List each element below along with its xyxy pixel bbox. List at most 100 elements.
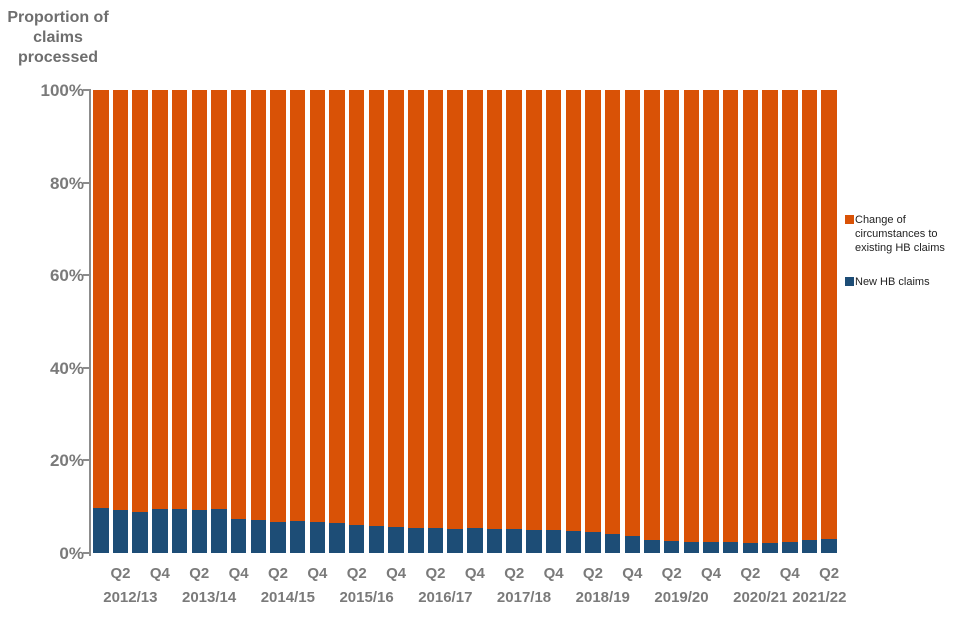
bar-2017-18-Q1 [486,90,503,553]
x-year-label-2020-21: 2020/21 [733,589,788,606]
bar-2013-14-Q2 [191,90,207,553]
bar-segment-new-hb-claims [309,522,326,553]
bar-segment-new-hb-claims [762,542,778,553]
bar-2021-22-Q1 [801,90,818,553]
bar-segment-new-hb-claims [624,536,641,553]
bar-segment-new-hb-claims [250,520,267,553]
bar-2012-13-Q1 [93,90,109,553]
x-tick-q2: Q2 [582,565,603,582]
x-year-label-2015-16: 2015/16 [339,589,394,606]
bar-2012-13-Q3 [132,90,148,553]
x-year-label-2016-17: 2016/17 [418,589,473,606]
y-tick-mark [83,181,89,184]
bar-segment-new-hb-claims [821,538,837,553]
bar-2014-15-Q3 [289,90,306,553]
bar-2015-16-Q4 [388,90,404,553]
orange-swatch-icon [845,215,854,224]
bar-segment-new-hb-claims [742,542,759,553]
y-tick-label: 60% [49,266,84,286]
x-tick-q4: Q4 [307,565,328,582]
x-tick-q4: Q4 [386,565,407,582]
x-tick-q4: Q4 [779,565,800,582]
bar-segment-new-hb-claims [683,541,700,553]
y-tick-mark [83,89,89,91]
y-axis-title: Proportion of claims processed [7,9,109,66]
y-axis-line [89,89,91,556]
x-year-label-2012-13: 2012/13 [103,589,158,606]
legend-label: New HB claims [855,276,930,288]
bar-2013-14-Q1 [171,90,188,553]
y-tick-label: 40% [49,358,84,378]
bar-2013-14-Q3 [211,90,227,553]
bar-2020-21-Q2 [742,90,759,553]
x-year-label-2017-18: 2017/18 [496,589,552,606]
x-year-label-2018-19: 2018/19 [575,589,630,606]
bar-segment-new-hb-claims [427,528,444,553]
x-tick-q4: Q4 [149,565,170,582]
bar-2019-20-Q3 [683,90,700,553]
bar-2020-21-Q3 [762,90,778,553]
x-tick-q2: Q2 [110,565,131,582]
bar-segment-new-hb-claims [270,521,286,553]
x-tick-q2: Q2 [740,565,761,582]
y-tick-mark [83,552,89,554]
bar-segment-new-hb-claims [132,512,148,553]
bar-2019-20-Q2 [663,90,680,553]
x-tick-q2: Q2 [504,565,525,582]
y-tick-label: 0% [59,544,84,563]
bar-2014-15-Q1 [250,90,267,553]
bar-2017-18-Q3 [526,90,542,553]
y-tick-label: 100% [40,81,84,100]
bar-2017-18-Q4 [545,90,562,553]
bar-segment-new-hb-claims [782,542,798,553]
bar-2015-16-Q2 [348,90,365,553]
bar-segment-new-hb-claims [93,507,109,553]
bar-2018-19-Q1 [565,90,581,553]
bar-2018-19-Q2 [585,90,601,553]
bar-2015-16-Q3 [368,90,385,553]
bar-segment-new-hb-claims [801,539,818,553]
bar-2021-22-Q2 [821,90,837,553]
bar-segment-new-hb-claims [152,509,168,553]
x-year-label-2014-15: 2014/15 [260,589,315,606]
x-year-label-2021-22: 2021/22 [792,589,847,606]
x-year-label-2013-14: 2013/14 [181,589,237,606]
bar-segment-new-hb-claims [191,509,207,553]
x-tick-q2: Q2 [819,565,840,582]
bar-segment-new-hb-claims [585,531,601,553]
bar-2018-19-Q4 [624,90,641,553]
y-tick-label: 20% [49,451,84,471]
x-tick-q4: Q4 [228,565,249,582]
bar-segment-new-hb-claims [486,528,503,553]
bar-2018-19-Q3 [604,90,621,553]
y-tick-mark [83,366,89,369]
legend-label: Change of circumstances to existing HB c… [855,214,945,254]
x-tick-q4: Q4 [622,565,643,582]
bar-segment-new-hb-claims [526,529,542,553]
bar-segment-new-hb-claims [644,539,660,553]
x-tick-q2: Q2 [661,565,682,582]
bar-segment-new-hb-claims [447,528,463,553]
bar-2020-21-Q1 [722,90,739,553]
y-tick-mark [83,274,89,277]
legend-item-new-hb-claims: New HB claims [845,275,930,289]
bar-segment-new-hb-claims [506,529,522,553]
bar-2019-20-Q1 [644,90,660,553]
bar-2019-20-Q4 [703,90,719,553]
bar-segment-new-hb-claims [211,509,227,553]
bar-2015-16-Q1 [329,90,345,553]
bar-2014-15-Q4 [309,90,326,553]
bar-segment-new-hb-claims [329,523,345,553]
bar-segment-new-hb-claims [171,508,188,553]
x-year-label-2019-20: 2019/20 [654,589,709,606]
bar-segment-new-hb-claims [467,528,483,553]
bar-2016-17-Q4 [467,90,483,553]
x-tick-q4: Q4 [543,565,564,582]
bar-segment-new-hb-claims [388,526,404,553]
bar-2013-14-Q4 [230,90,247,553]
bar-segment-new-hb-claims [565,530,581,553]
bar-2020-21-Q4 [782,90,798,553]
bar-segment-new-hb-claims [663,540,680,553]
bar-segment-new-hb-claims [230,519,247,553]
